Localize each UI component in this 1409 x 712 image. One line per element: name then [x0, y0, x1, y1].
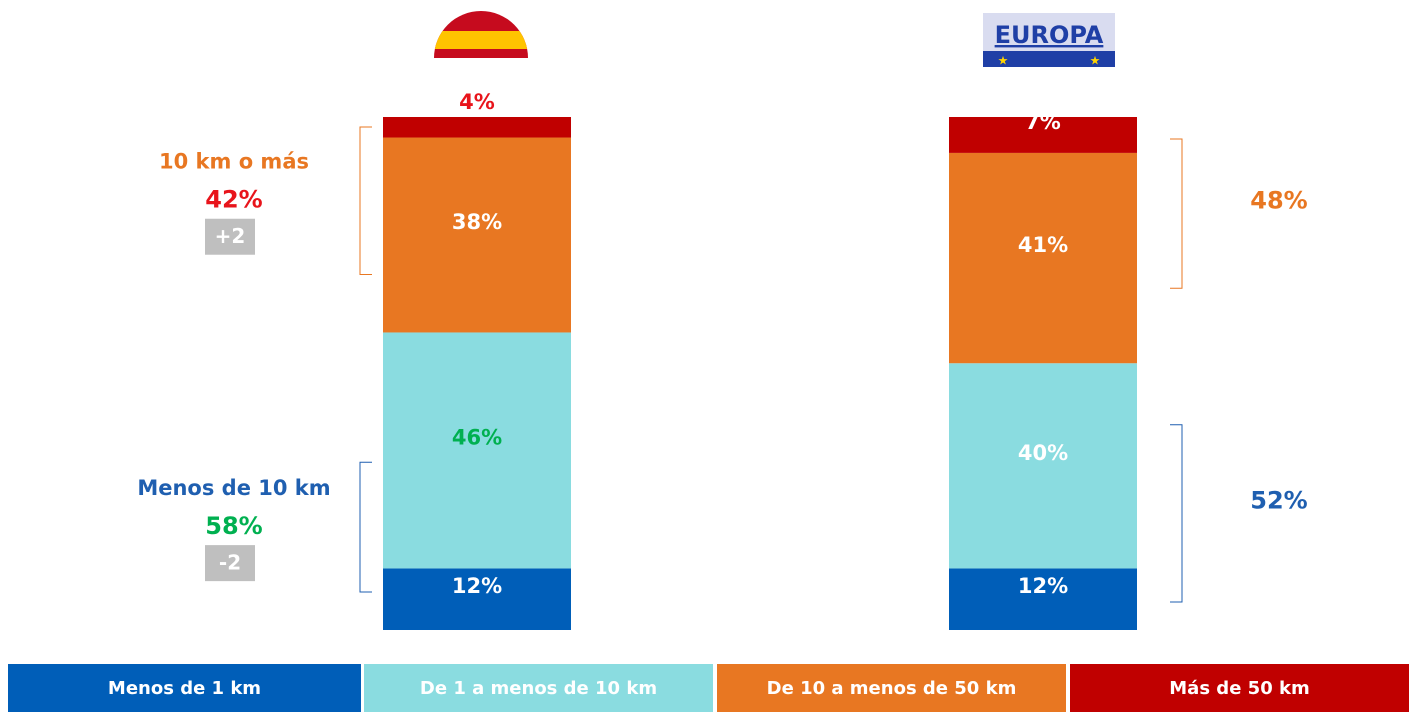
spain-flag — [434, 11, 528, 58]
legend-label: De 1 a menos de 10 km — [420, 678, 657, 699]
legend-label: Más de 50 km — [1169, 678, 1309, 699]
change-box — [205, 545, 255, 582]
group-value: 42% — [205, 186, 262, 214]
group-label: Menos de 10 km — [137, 476, 330, 500]
value-label: 12% — [452, 574, 502, 598]
legend-swatch — [8, 664, 361, 712]
bracket — [1170, 138, 1183, 289]
legend-label: De 10 a menos de 50 km — [767, 678, 1017, 699]
svg-text:★: ★ — [1090, 54, 1101, 68]
value-label: 41% — [1018, 233, 1068, 257]
legend-swatch — [1070, 664, 1409, 712]
value-label: 38% — [452, 210, 502, 234]
bar-segment — [383, 568, 571, 630]
bracket — [359, 461, 372, 593]
bar-segment — [949, 363, 1137, 569]
svg-text:★: ★ — [998, 54, 1009, 68]
bracket — [359, 126, 372, 275]
category-label: EUROPA — [995, 21, 1104, 49]
group-value: 58% — [205, 512, 262, 540]
bar-segment — [383, 117, 571, 138]
group-label: 10 km o más — [159, 150, 309, 174]
legend-label: Menos de 1 km — [108, 678, 261, 699]
legend-swatch — [717, 664, 1066, 712]
change-label: +2 — [215, 224, 246, 248]
europa-flag: ★ ★ EUROPA — [983, 13, 1115, 68]
value-label: 4% — [459, 90, 495, 114]
legend-swatch — [364, 664, 713, 712]
value-label: 7% — [1025, 110, 1061, 134]
bar-segment — [949, 117, 1137, 153]
bar-segment — [383, 137, 571, 333]
bar-segment — [949, 568, 1137, 630]
bar-segment — [383, 332, 571, 569]
group-value: 48% — [1250, 187, 1307, 215]
change-label: -2 — [219, 551, 241, 575]
value-label: 46% — [452, 425, 502, 449]
bracket — [1170, 424, 1183, 603]
bar-segment — [949, 152, 1137, 364]
change-box — [205, 218, 255, 255]
group-value: 52% — [1250, 486, 1307, 514]
value-label: 40% — [1018, 441, 1068, 465]
value-label: 12% — [1018, 574, 1068, 598]
